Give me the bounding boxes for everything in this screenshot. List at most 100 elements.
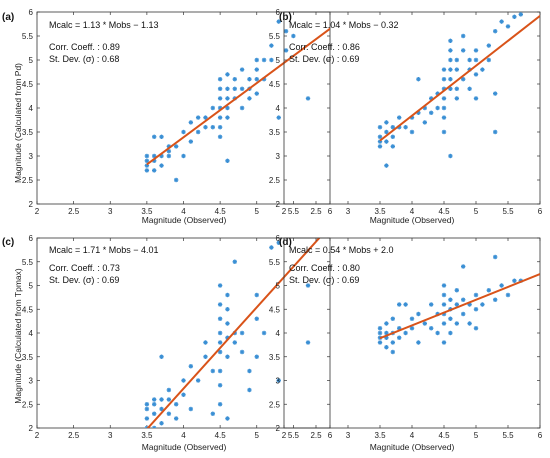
data-point xyxy=(448,153,453,159)
data-point xyxy=(217,402,223,407)
data-point xyxy=(480,302,485,307)
data-point xyxy=(441,129,447,135)
data-point xyxy=(441,77,447,82)
data-point xyxy=(416,340,421,345)
data-point xyxy=(254,316,259,321)
y-tick-label: 5 xyxy=(276,56,281,65)
data-point xyxy=(377,134,383,139)
panel-d: (d) Magnitude (Observed) Mcalc = 0.54 * … xyxy=(269,234,543,452)
data-point xyxy=(448,38,453,43)
data-point xyxy=(454,67,459,72)
data-point xyxy=(225,292,230,298)
data-point xyxy=(390,340,395,345)
data-point xyxy=(448,77,453,82)
data-point xyxy=(473,96,479,101)
y-tick-label: 2.5 xyxy=(22,176,34,185)
data-point xyxy=(203,340,208,345)
data-point xyxy=(473,72,479,77)
x-tick-label: 5.5 xyxy=(288,207,300,216)
x-tick-label: 3 xyxy=(108,207,113,216)
x-tick-label: 5 xyxy=(255,431,260,440)
plot-frame xyxy=(283,11,541,205)
y-tick-label: 6 xyxy=(276,234,281,243)
data-point xyxy=(384,139,389,144)
data-point xyxy=(210,411,215,416)
data-point xyxy=(454,302,459,307)
y-tick-label: 2.5 xyxy=(269,176,281,185)
data-layer xyxy=(144,19,330,183)
panel-label: (c) xyxy=(2,237,14,248)
data-point xyxy=(239,349,245,355)
data-point xyxy=(181,392,186,397)
data-point xyxy=(377,326,383,331)
data-layer xyxy=(377,254,540,355)
y-tick-label: 3 xyxy=(276,152,281,161)
data-point xyxy=(144,406,150,412)
data-point xyxy=(232,86,237,91)
x-tick-label: 4.5 xyxy=(215,207,227,216)
data-point xyxy=(441,302,447,307)
y-tick-label: 4 xyxy=(29,104,34,113)
panel-c: (c) Magnitude (Calculated from Tpmax) Ma… xyxy=(2,234,333,452)
data-point xyxy=(217,283,223,288)
data-point xyxy=(512,278,517,283)
data-point xyxy=(448,316,453,321)
fit-equation: Mcalc = 1.04 * Mobs − 0.32 xyxy=(289,20,399,30)
data-point xyxy=(505,292,511,298)
data-point xyxy=(390,349,395,355)
data-point xyxy=(409,326,415,331)
data-point xyxy=(203,115,208,120)
data-point xyxy=(493,91,498,96)
data-point xyxy=(305,283,311,288)
y-tick-label: 3 xyxy=(29,377,34,386)
y-tick-label: 6 xyxy=(29,234,34,243)
y-tick-label: 4 xyxy=(276,329,281,338)
data-point xyxy=(159,163,164,168)
data-point xyxy=(210,105,215,111)
y-tick-label: 5 xyxy=(29,56,34,65)
data-point xyxy=(441,115,447,120)
panel-label: (a) xyxy=(2,12,14,23)
data-point xyxy=(217,349,223,355)
data-point xyxy=(254,91,259,96)
data-point xyxy=(217,115,223,120)
data-point xyxy=(448,57,453,63)
data-point xyxy=(173,416,179,421)
std-dev: St. Dev. (σ) : 0.69 xyxy=(289,54,359,64)
y-tick-label: 2 xyxy=(276,200,281,209)
data-point xyxy=(261,330,267,336)
y-tick-label: 4 xyxy=(29,329,34,338)
data-point xyxy=(217,330,223,336)
data-point xyxy=(239,67,245,72)
data-point xyxy=(518,12,523,17)
data-point xyxy=(166,149,172,154)
data-point xyxy=(448,67,453,72)
data-point xyxy=(390,144,395,149)
data-point xyxy=(276,240,281,245)
y-tick-label: 5.5 xyxy=(269,258,281,267)
regression-line xyxy=(146,27,330,166)
data-point xyxy=(195,115,201,120)
data-point xyxy=(217,302,223,307)
data-point xyxy=(473,326,479,331)
x-tick-label: 2 xyxy=(282,431,287,440)
data-point xyxy=(217,77,223,82)
data-point xyxy=(454,86,459,91)
data-point xyxy=(377,340,383,345)
x-tick-label: 5.5 xyxy=(288,431,300,440)
data-point xyxy=(435,105,440,111)
data-point xyxy=(486,288,491,293)
data-point xyxy=(217,134,223,139)
data-point xyxy=(283,29,289,34)
data-point xyxy=(441,292,447,298)
x-tick-label: 3 xyxy=(346,207,351,216)
x-tick-label: 5 xyxy=(255,207,260,216)
y-tick-label: 3.5 xyxy=(269,128,281,137)
data-point xyxy=(384,321,389,326)
data-point xyxy=(486,43,491,48)
y-axis-label: Magnitude (Calculated from Tpmax) xyxy=(13,268,23,404)
x-tick-label: 6 xyxy=(328,207,333,216)
data-point xyxy=(159,354,164,359)
data-point xyxy=(144,153,150,159)
data-point xyxy=(512,14,517,19)
